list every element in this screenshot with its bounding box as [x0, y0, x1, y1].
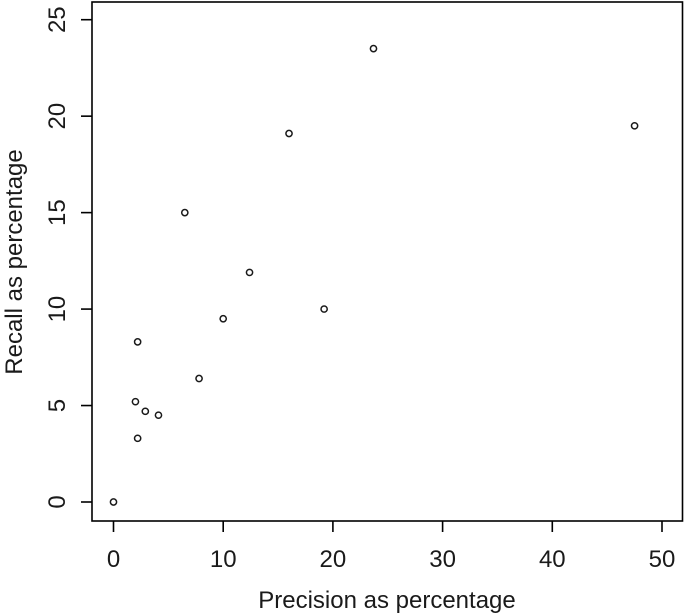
x-tick-label: 40 — [539, 546, 566, 573]
y-axis-title: Recall as percentage — [1, 149, 28, 374]
data-points — [109, 44, 639, 506]
plot-area — [91, 1, 684, 522]
data-point — [630, 121, 639, 130]
data-point — [320, 305, 328, 313]
x-tick-label: 30 — [429, 546, 456, 573]
y-tick-label: 20 — [44, 103, 71, 130]
y-tick-label: 0 — [44, 495, 71, 508]
x-axis-title: Precision as percentage — [258, 587, 515, 614]
data-point — [285, 129, 293, 138]
data-point — [154, 411, 163, 420]
y-axis-tick-labels: 0 5 10 15 20 25 — [44, 6, 71, 508]
y-tick-label: 15 — [44, 199, 71, 226]
data-point — [180, 208, 189, 217]
y-tick-label: 25 — [44, 6, 71, 33]
x-tick-label: 10 — [210, 546, 237, 573]
x-axis-ticks — [112, 521, 663, 532]
data-point — [141, 407, 150, 416]
data-point — [131, 397, 140, 406]
data-point — [133, 434, 142, 443]
data-point — [245, 268, 254, 277]
x-tick-label: 20 — [320, 546, 347, 573]
data-point — [195, 374, 203, 383]
data-point — [133, 338, 142, 346]
x-tick-label: 0 — [107, 546, 120, 573]
y-tick-label: 5 — [44, 399, 71, 412]
data-point — [109, 498, 118, 506]
x-tick-label: 50 — [649, 546, 676, 573]
data-point — [369, 44, 378, 53]
data-point — [219, 314, 228, 323]
x-axis-tick-labels: 0 10 20 30 40 50 — [107, 546, 676, 573]
y-axis-ticks — [81, 18, 92, 503]
y-tick-label: 10 — [44, 296, 71, 323]
